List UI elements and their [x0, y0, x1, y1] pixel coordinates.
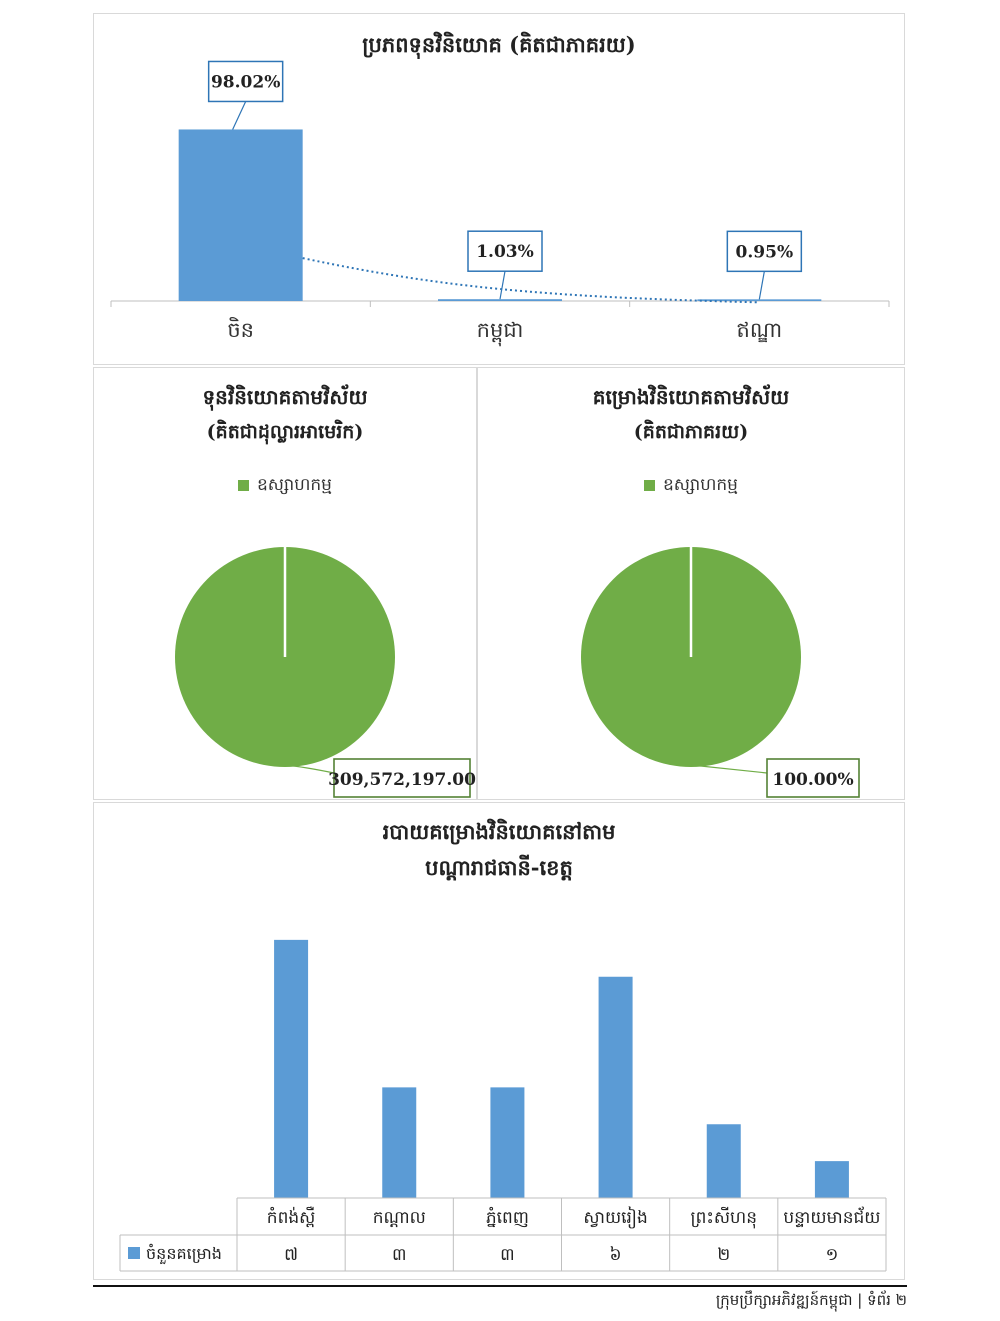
- province-plot: កំពង់ស្ពឺ៧ កណ្ដាល៣ ភ្នំពេញ៣ ស្វាយរៀង៦ ព្រះសី…: [119, 939, 887, 1272]
- table-category: ភ្នំពេញ: [486, 1206, 529, 1228]
- table-category: ស្វាយរៀង: [583, 1206, 647, 1229]
- data-label-leader: [284, 764, 335, 774]
- chart-title: ទុនវិនិយោគតាមវិស័យ: [202, 385, 368, 409]
- table-category: កំពង់ស្ពឺ: [267, 1206, 316, 1228]
- data-label-box: [726, 230, 803, 273]
- series-label: ចំនួនគម្រោង: [146, 1243, 222, 1265]
- data-label-leader: [499, 271, 506, 300]
- data-label: 98.02%: [211, 72, 280, 92]
- bar: [697, 299, 822, 301]
- projects-pie-plot: 100.00%: [581, 547, 860, 798]
- chart-legend: ឧស្សាហកម្ម: [94, 474, 476, 499]
- bar: [438, 299, 562, 301]
- data-label: 0.95%: [736, 242, 794, 262]
- table-category: កណ្ដាល: [373, 1208, 426, 1228]
- investment-source-chart: ប្រភពទុនវិនិយោគ (គិតជាភាគរយ) ចិន 98.02% កម…: [93, 13, 905, 365]
- trendline: [302, 257, 760, 304]
- table-value: ៣: [392, 1245, 407, 1265]
- legend-label: ឧស្សាហកម្ម: [257, 475, 332, 495]
- bar: [382, 1087, 417, 1198]
- bar: [598, 976, 633, 1198]
- data-label-box: [766, 758, 860, 798]
- data-label: 309,572,197.00: [328, 770, 476, 790]
- x-tick-label: កម្ពុជា: [477, 318, 524, 347]
- x-tick-label: ឥណ្ឌា: [737, 318, 783, 343]
- table-category: បន្ទាយមានជ័យ: [783, 1206, 880, 1228]
- table-value: ៣: [500, 1245, 515, 1265]
- projects-by-sector-chart: គម្រោងវិនិយោគតាមវិស័យ (គិតជាភាគរយ) ឧស្សា…: [477, 367, 905, 800]
- data-label-leader: [690, 764, 768, 774]
- chart-legend: ឧស្សាហកម្ម: [478, 474, 904, 499]
- chart-subtitle: បណ្ដារាជធានី-ខេត្ត: [425, 855, 573, 880]
- chart-subtitle: (គិតជាភាគរយ): [633, 421, 749, 443]
- page-footer: ក្រុមប្រឹក្សាអភិវឌ្ឍន៍កម្ពុជា | ទំព័រ ២: [715, 1291, 907, 1309]
- capital-by-sector-chart: ទុនវិនិយោគតាមវិស័យ (គិតជាដុល្លារអាមេរិក)…: [93, 367, 477, 800]
- table-value: ១: [825, 1245, 838, 1265]
- bar: [178, 129, 303, 301]
- bar: [814, 1161, 849, 1198]
- data-label-box: [207, 60, 284, 103]
- bar: [274, 939, 309, 1198]
- chart-title: ប្រភពទុនវិនិយោគ (គិតជាភាគរយ): [362, 32, 636, 57]
- projects-by-province-chart: របាយគម្រោងវិនិយោគនៅតាម បណ្ដារាជធានី-ខេត្…: [93, 802, 905, 1280]
- table-value: ២: [717, 1245, 730, 1265]
- chart-subtitle: (គិតជាដុល្លារអាមេរិក): [206, 421, 364, 443]
- footer-rule: [93, 1285, 907, 1287]
- x-tick-label: ចិន: [227, 317, 254, 342]
- legend-label: ឧស្សាហកម្ម: [663, 475, 738, 495]
- bar: [490, 1087, 525, 1198]
- data-label-leader: [758, 271, 765, 300]
- bar: [706, 1124, 741, 1198]
- data-label: 100.00%: [772, 770, 853, 790]
- table-value: ៦: [610, 1245, 622, 1265]
- data-label: 1.03%: [476, 242, 534, 262]
- data-label-leader: [232, 101, 247, 130]
- chart-title: របាយគម្រោងវិនិយោគនៅតាម: [382, 819, 616, 844]
- capital-pie-plot: 309,572,197.00: [175, 547, 476, 798]
- table-category: ព្រះសីហនុ: [691, 1206, 758, 1229]
- legend-swatch: [128, 1247, 140, 1259]
- legend-swatch: [238, 479, 250, 491]
- data-label-box: [333, 758, 471, 798]
- chart-title: គម្រោងវិនិយោគតាមវិស័យ: [592, 385, 790, 409]
- table-value: ៧: [284, 1245, 298, 1265]
- investment-source-plot: ចិន 98.02% កម្ពុជា 1.03% ឥណ្ឌា 0.95%: [110, 60, 890, 347]
- legend-swatch: [644, 479, 656, 491]
